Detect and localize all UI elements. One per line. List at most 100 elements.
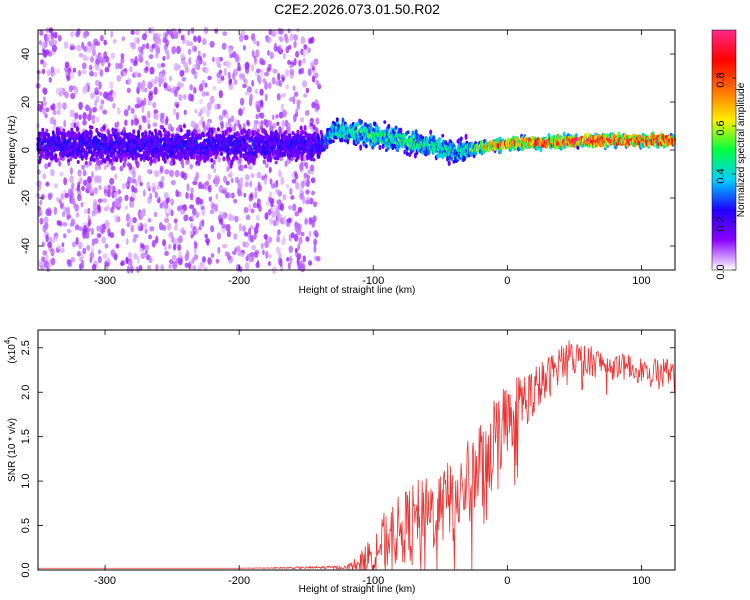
spectrogram-cell	[225, 223, 231, 232]
spectrogram-cell	[411, 130, 415, 136]
spectrogram-cell	[66, 228, 72, 234]
spectrogram-cell	[76, 193, 82, 202]
spectrogram-cell	[103, 188, 107, 194]
spectrogram-cell	[286, 257, 290, 262]
spectrogram-cell	[195, 171, 200, 180]
spectrogram-cell	[170, 209, 174, 217]
spectrogram-cell	[197, 128, 202, 135]
spectrogram-cell	[69, 167, 73, 175]
spectrogram-cell	[202, 61, 207, 67]
spectrogram-cell	[296, 252, 302, 260]
spectrogram-cell	[168, 259, 174, 265]
spectrogram-cell	[243, 206, 249, 214]
spectrogram-cell	[87, 207, 91, 215]
spectrogram-cell	[158, 222, 164, 231]
spectrogram-cell	[96, 175, 102, 184]
spectrogram-cell	[248, 258, 252, 263]
spectrogram-cell	[281, 93, 286, 98]
spectrogram-cell	[70, 92, 76, 100]
spectrogram-cell	[207, 130, 211, 137]
spectrogram-cell	[63, 41, 69, 49]
spectrogram-cell	[266, 67, 271, 73]
spectrogram-cell	[209, 95, 215, 104]
spectrogram-cell	[86, 131, 90, 137]
spectrogram-cell	[378, 144, 382, 151]
spectrogram-cell	[63, 177, 68, 186]
spectrogram-cell	[46, 36, 51, 43]
spectrogram-cell	[193, 87, 197, 94]
spectrogram-cell	[104, 66, 110, 73]
spectrogram-cell	[134, 56, 138, 65]
spectrogram-cell	[303, 93, 308, 98]
spectrogram-cell	[121, 36, 125, 42]
spectrogram-cell	[184, 262, 189, 268]
spectrogram-cell	[260, 242, 264, 250]
spectrogram-cell	[287, 262, 291, 270]
spectrogram-cell	[134, 103, 140, 109]
spectrogram-cell	[220, 122, 224, 129]
spectrogram-cell	[261, 175, 265, 181]
spectrogram-cell	[351, 129, 355, 134]
spectrogram-cell	[117, 62, 123, 70]
spectrogram-cell	[264, 177, 267, 185]
spectrogram-cell	[151, 43, 156, 49]
spectrogram-cell	[165, 212, 169, 218]
spectrogram-cell	[168, 29, 173, 37]
spectrogram-cell	[205, 238, 210, 244]
spectrogram-cell	[194, 123, 199, 130]
spectrogram-cell	[239, 266, 243, 273]
spectrogram-cell	[170, 126, 175, 133]
spectrogram-cell	[148, 54, 154, 60]
spectrogram-cell	[89, 187, 95, 195]
spectrogram-cell	[251, 49, 255, 58]
spectrogram-cell	[304, 109, 310, 116]
spectrogram-cell	[282, 194, 287, 201]
spectrogram-cell	[317, 136, 321, 142]
spectrogram-cell	[278, 130, 282, 134]
spectrogram-cell	[285, 183, 290, 189]
spectrogram-cell	[53, 118, 57, 127]
spectrogram-cell	[58, 87, 63, 95]
spectrogram-cell	[205, 180, 210, 186]
spectrogram-cell	[180, 34, 185, 41]
spectrogram-cell	[255, 49, 260, 58]
spectrogram-cell	[143, 97, 147, 106]
spectrogram-cell	[61, 242, 65, 248]
spectrogram-cell	[110, 249, 116, 257]
spectrogram-cell	[300, 117, 305, 123]
spectrogram-cell	[153, 109, 159, 115]
spectrogram-cell	[305, 199, 310, 205]
spectrogram-cell	[145, 42, 150, 50]
spectrogram-cell	[197, 111, 202, 117]
spectrogram-cell	[178, 94, 183, 102]
spectrogram-cell	[313, 131, 317, 136]
spectrogram-cell	[273, 42, 277, 48]
spectrogram-cell	[291, 178, 297, 184]
spectrogram-cell	[444, 140, 448, 146]
spectrogram-cell	[149, 159, 153, 164]
spectrogram-cell	[193, 254, 199, 260]
spectrogram-cell	[99, 104, 104, 111]
spectrogram-cell	[112, 38, 117, 44]
spectrogram-cell	[244, 90, 250, 96]
spectrogram-cell	[203, 140, 207, 146]
spectrogram-cell	[124, 205, 129, 210]
spectrogram-cell	[177, 235, 183, 244]
spectrogram-cell	[122, 71, 127, 77]
spectrogram-cell	[207, 257, 213, 265]
spectrogram-cell	[133, 188, 138, 194]
spectrogram-cell	[192, 35, 198, 43]
spectrogram-cell	[41, 127, 45, 132]
spectrogram-cell	[256, 149, 260, 154]
spectrogram-cell	[315, 104, 320, 111]
spectrogram-cell	[84, 160, 88, 166]
spectrogram-cell	[94, 79, 100, 87]
spectrogram-cell	[39, 217, 44, 225]
spectrogram-cell	[244, 181, 249, 188]
spectrogram-cell	[88, 160, 92, 166]
spectrogram-cell	[190, 151, 194, 157]
chart-title: C2E2.2026.073.01.50.R02	[274, 1, 440, 17]
spectrogram-cell	[64, 61, 70, 68]
spectrogram-cell	[255, 104, 259, 110]
spectrogram-cell	[227, 214, 232, 221]
